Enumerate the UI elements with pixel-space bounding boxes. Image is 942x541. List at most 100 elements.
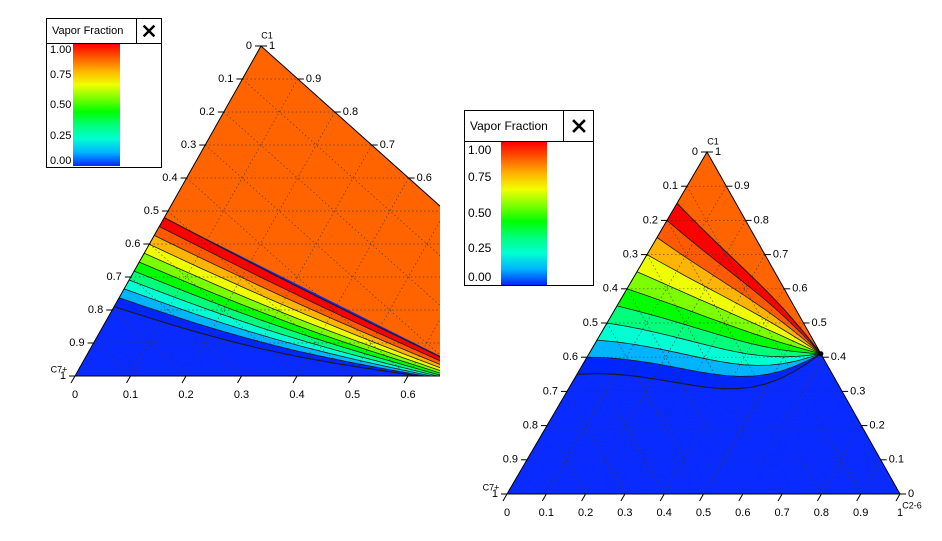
two-phase-band	[587, 340, 821, 377]
bottom-axis-tick	[659, 493, 665, 502]
contour-line	[133, 270, 440, 376]
grid-line	[185, 111, 336, 377]
two-phase-band	[647, 237, 821, 354]
grid-line	[546, 425, 586, 495]
right-axis-tick-label: 0.6	[417, 172, 432, 184]
corner-label-left: C7+	[483, 482, 500, 492]
contour-line	[676, 202, 822, 355]
legend-header: Vapor Fraction	[47, 19, 161, 44]
left-axis-tick-label: 0.1	[663, 180, 678, 192]
bottom-axis-tick-label: 0.3	[234, 389, 249, 401]
contour-line	[646, 254, 822, 355]
bottom-axis-tick-label: 0.3	[617, 507, 632, 519]
left-axis-tick-label: 0.4	[603, 283, 618, 295]
left-axis-tick-label: 0	[692, 146, 698, 158]
legend-tick-label: 0.75	[50, 69, 72, 81]
bottom-axis-tick	[541, 493, 547, 502]
legend-tick-label: 0.00	[50, 155, 72, 167]
two-phase-band	[627, 271, 821, 354]
right-axis-tick-label: 0.6	[792, 283, 807, 295]
left-axis-tick-label: 0.2	[200, 106, 215, 118]
legend-close-button[interactable]	[136, 19, 161, 43]
grid-line	[204, 144, 440, 356]
two-phase-band	[149, 235, 440, 368]
right-axis-tick-label: 0.5	[812, 317, 827, 329]
right-axis-tick-label: 0.9	[306, 73, 321, 85]
left-axis-tick-label: 0.8	[523, 420, 538, 432]
contour-line	[586, 353, 822, 377]
contour-line	[666, 220, 822, 355]
bottom-axis-tick-label: 0.7	[774, 507, 789, 519]
color-scale-bar	[501, 142, 547, 285]
right-axis-tick-label: 0.1	[889, 454, 904, 466]
legend-title: Vapor Fraction	[470, 119, 548, 133]
bottom-axis-tick	[699, 493, 704, 502]
two-phase-band	[667, 203, 821, 354]
close-icon	[571, 119, 586, 133]
contour-line	[128, 279, 438, 377]
bottom-axis-tick	[460, 376, 464, 383]
legend-tick-label: 0.75	[468, 170, 492, 184]
grid-line	[703, 322, 804, 495]
two-phase-band	[607, 305, 821, 357]
left-axis-tick-label: 0.6	[125, 238, 140, 250]
contour-line	[636, 271, 822, 355]
bottom-axis-tick	[620, 493, 626, 502]
legend-title: Vapor Fraction	[52, 25, 124, 37]
right-axis-tick-label: 0.7	[773, 249, 788, 261]
legend-close-button[interactable]	[563, 111, 593, 141]
right-axis-tick-label: 0.8	[343, 106, 358, 118]
two-phase-band	[139, 253, 440, 373]
contour-line	[123, 288, 432, 377]
close-icon	[143, 25, 155, 37]
bottom-axis-tick	[348, 375, 353, 384]
contour-line	[596, 339, 822, 366]
contour-line	[154, 235, 440, 365]
contour-line	[164, 217, 440, 358]
contour-line	[656, 237, 822, 355]
bottom-axis-tick-label: 0.6	[735, 507, 750, 519]
left-axis-tick-label: 0.7	[107, 271, 122, 283]
bottom-axis-tick	[403, 375, 409, 384]
bottom-axis-tick-label: 0.7	[456, 389, 471, 401]
contour-line	[118, 297, 426, 377]
bottom-axis-tick-label: 0.5	[345, 389, 360, 401]
legend-tick-label: 0.25	[50, 130, 72, 142]
left-axis-tick-label: 0.3	[623, 249, 638, 261]
bottom-axis-tick-label: 0.8	[511, 389, 526, 401]
bottom-axis-tick	[816, 493, 822, 502]
grid-line	[526, 459, 547, 495]
vapor-region	[677, 152, 821, 354]
bottom-axis-tick-label: 0	[504, 507, 510, 519]
legend-tick-label: 0.50	[50, 99, 72, 111]
bottom-axis-tick	[502, 493, 508, 502]
right-axis-tick-label: 0	[908, 488, 914, 500]
corner-label-top: C1	[707, 136, 719, 146]
two-phase-band	[637, 254, 821, 354]
grid-line	[111, 309, 187, 377]
two-phase-band	[657, 220, 821, 354]
bottom-axis-tick-label: 0.9	[853, 507, 868, 519]
grid-line	[93, 342, 131, 377]
two-phase-band	[597, 323, 821, 366]
critical-point	[818, 351, 824, 357]
grid-line	[821, 425, 862, 495]
bottom-axis-tick	[126, 375, 131, 384]
two-phase-band	[154, 226, 440, 365]
left-axis-tick-label: 0.8	[88, 304, 103, 316]
corner-label-top: C1	[261, 30, 273, 40]
grid-line	[742, 357, 824, 495]
left-axis-tick-label: 0.4	[162, 172, 177, 184]
grid-line	[519, 310, 556, 376]
vapor-region	[164, 46, 440, 356]
bottom-axis-tick-label: 0.4	[657, 507, 672, 519]
contour-line	[149, 243, 440, 369]
right-axis-tick-label: 0.2	[564, 304, 579, 316]
right-axis-tick-label: 0.9	[734, 180, 749, 192]
color-scale-bar	[73, 44, 120, 166]
contour-line	[113, 306, 420, 377]
two-phase-band	[159, 217, 440, 361]
bottom-axis-tick	[292, 375, 298, 384]
bottom-axis-tick-label: 0.2	[178, 389, 193, 401]
grid-line	[464, 277, 520, 376]
